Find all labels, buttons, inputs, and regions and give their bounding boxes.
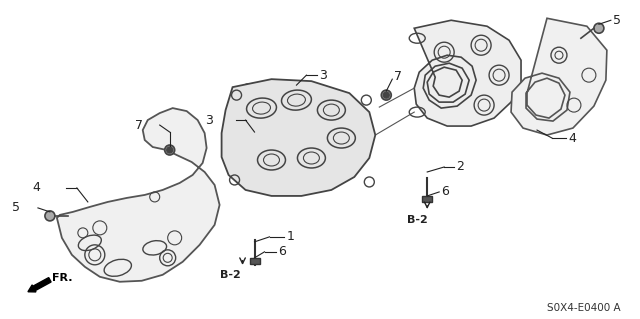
Text: 7: 7 xyxy=(135,119,143,131)
Polygon shape xyxy=(511,18,607,135)
Text: FR.: FR. xyxy=(52,273,72,283)
Text: 6: 6 xyxy=(441,185,449,198)
Text: 3: 3 xyxy=(319,69,327,82)
Text: 5: 5 xyxy=(12,201,20,214)
Polygon shape xyxy=(414,20,521,126)
Circle shape xyxy=(164,145,175,155)
Text: B-2: B-2 xyxy=(220,270,241,280)
Bar xyxy=(422,196,432,202)
Text: 2: 2 xyxy=(456,160,464,174)
Circle shape xyxy=(166,147,173,153)
Text: 4: 4 xyxy=(568,131,576,145)
Polygon shape xyxy=(57,108,220,282)
Circle shape xyxy=(383,92,389,98)
Bar xyxy=(250,258,259,264)
Polygon shape xyxy=(232,82,355,144)
Circle shape xyxy=(45,211,55,221)
Text: 4: 4 xyxy=(32,182,40,195)
Text: B-2: B-2 xyxy=(407,215,428,225)
Polygon shape xyxy=(221,79,375,196)
Text: S0X4-E0400 A: S0X4-E0400 A xyxy=(547,303,621,313)
Text: 6: 6 xyxy=(278,245,286,258)
Text: 7: 7 xyxy=(394,70,403,83)
Circle shape xyxy=(381,90,391,100)
FancyArrow shape xyxy=(28,278,51,292)
Text: 1: 1 xyxy=(287,230,294,243)
Text: 3: 3 xyxy=(205,114,212,127)
Text: 5: 5 xyxy=(613,14,621,27)
Polygon shape xyxy=(228,129,351,191)
Circle shape xyxy=(594,23,604,33)
